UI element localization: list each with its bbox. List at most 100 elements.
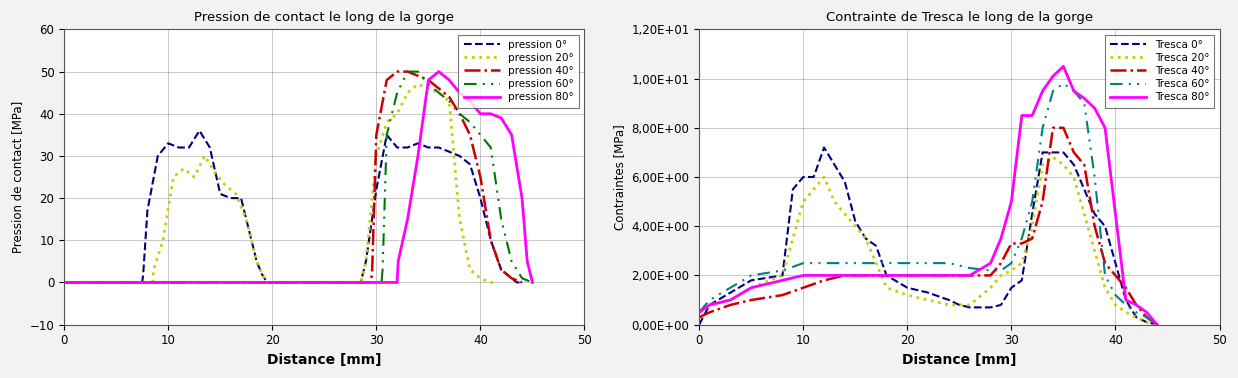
Tresca 0° (796, 175, 811, 179)
Tresca 0° (1025, 212, 1040, 216)
Tresca 80° (1025, 113, 1040, 118)
Tresca 40° (1087, 224, 1102, 228)
pression 80° (431, 69, 446, 74)
Tresca 60° (942, 261, 957, 265)
Tresca 60° (1139, 315, 1154, 319)
Tresca 40° (1014, 241, 1029, 246)
pression 20° (166, 175, 181, 179)
Tresca 0° (858, 236, 873, 241)
pression 20° (379, 120, 394, 124)
pression 0° (57, 280, 72, 285)
pression 40° (365, 268, 380, 272)
pression 0° (255, 272, 270, 276)
Tresca 80° (1004, 199, 1019, 204)
Tresca 0° (921, 290, 936, 295)
pression 20° (57, 280, 72, 285)
pression 0° (379, 133, 394, 137)
Tresca 20° (1025, 224, 1040, 228)
Line: Tresca 40°: Tresca 40° (699, 128, 1158, 325)
pression 20° (489, 280, 504, 285)
pression 80° (57, 280, 72, 285)
Tresca 40° (1046, 125, 1061, 130)
Tresca 0° (785, 187, 800, 192)
Tresca 0° (775, 273, 790, 278)
X-axis label: Distance [mm]: Distance [mm] (903, 353, 1016, 367)
Tresca 40° (723, 303, 738, 307)
pression 20° (218, 183, 233, 188)
pression 0° (452, 154, 467, 158)
Tresca 20° (921, 298, 936, 302)
Tresca 0° (973, 305, 988, 310)
pression 20° (229, 192, 244, 196)
Tresca 20° (869, 261, 884, 265)
pression 0° (400, 145, 415, 150)
pression 40° (504, 276, 519, 280)
Tresca 20° (1118, 310, 1133, 314)
pression 40° (473, 175, 488, 179)
pression 80° (494, 116, 509, 120)
pression 0° (369, 187, 384, 192)
pression 20° (359, 259, 374, 263)
Tresca 60° (1098, 273, 1113, 278)
Tresca 80° (962, 273, 977, 278)
Tresca 20° (837, 212, 852, 216)
pression 20° (390, 112, 405, 116)
pression 0° (202, 145, 217, 150)
pression 40° (411, 74, 426, 78)
Tresca 40° (817, 278, 832, 283)
Tresca 40° (1150, 322, 1165, 327)
Line: pression 40°: pression 40° (64, 71, 522, 282)
Tresca 0° (744, 278, 759, 283)
pression 0° (421, 145, 436, 150)
Tresca 40° (1025, 236, 1040, 241)
Tresca 80° (921, 273, 936, 278)
pression 0° (359, 259, 374, 263)
Tresca 80° (796, 273, 811, 278)
pression 60° (431, 90, 446, 95)
Y-axis label: Pression de contact [MPa]: Pression de contact [MPa] (11, 101, 24, 253)
pression 20° (146, 268, 161, 272)
pression 20° (249, 259, 264, 263)
pression 0° (431, 145, 446, 150)
pression 60° (525, 280, 540, 285)
Tresca 0° (1004, 285, 1019, 290)
Tresca 20° (1004, 268, 1019, 273)
pression 20° (442, 99, 457, 104)
Tresca 60° (1004, 261, 1019, 265)
Tresca 60° (744, 273, 759, 278)
Tresca 0° (1150, 322, 1165, 327)
pression 0° (483, 238, 498, 243)
Tresca 0° (1098, 224, 1113, 228)
Tresca 40° (994, 261, 1009, 265)
Tresca 40° (1139, 315, 1154, 319)
Tresca 80° (994, 236, 1009, 241)
pression 80° (473, 112, 488, 116)
pression 60° (515, 276, 530, 280)
Tresca 80° (1056, 64, 1071, 69)
pression 0° (140, 209, 155, 213)
Tresca 20° (692, 310, 707, 314)
pression 0° (504, 276, 519, 280)
pression 20° (421, 86, 436, 91)
Tresca 20° (1139, 320, 1154, 324)
pression 0° (515, 280, 530, 285)
pression 60° (473, 133, 488, 137)
pression 0° (509, 280, 524, 285)
pression 0° (442, 149, 457, 154)
Tresca 80° (817, 273, 832, 278)
Tresca 0° (848, 219, 863, 223)
Tresca 20° (1108, 303, 1123, 307)
pression 60° (452, 112, 467, 116)
Tresca 20° (962, 303, 977, 307)
Tresca 40° (1066, 150, 1081, 155)
Tresca 20° (1056, 163, 1071, 167)
Title: Pression de contact le long de la gorge: Pression de contact le long de la gorge (194, 11, 454, 24)
Tresca 20° (1014, 261, 1029, 265)
pression 0° (473, 196, 488, 200)
pression 80° (520, 259, 535, 263)
pression 80° (483, 112, 498, 116)
pression 0° (463, 162, 478, 167)
Tresca 0° (879, 273, 894, 278)
Tresca 80° (837, 273, 852, 278)
pression 60° (483, 145, 498, 150)
